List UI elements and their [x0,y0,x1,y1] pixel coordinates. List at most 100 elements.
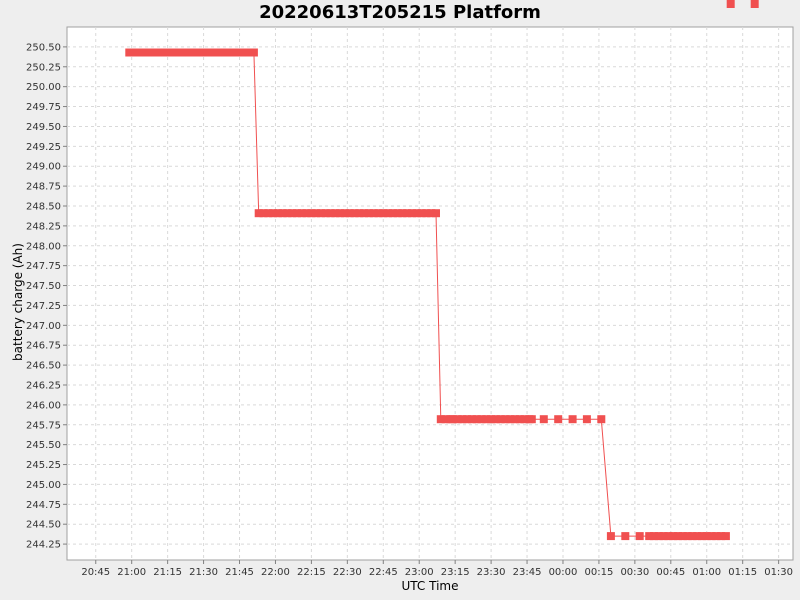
data-point [441,415,450,424]
data-point [393,209,402,218]
data-point [506,415,515,424]
data-point [458,415,467,424]
data-point [355,209,364,218]
data-point [707,532,716,541]
data-point [190,48,198,57]
data-point [750,0,759,8]
data-point [721,532,730,541]
data-point [597,415,606,424]
data-point [678,532,687,541]
data-point [621,532,630,541]
data-point [312,209,321,218]
y-tick-label: 245.25 [26,460,61,471]
data-point [273,209,282,218]
y-tick-label: 248.50 [26,201,61,212]
data-point [185,48,194,57]
data-point [384,209,393,218]
data-point [142,48,151,57]
data-point [235,48,244,57]
y-axis-label: battery charge (Ah) [11,243,25,361]
x-tick-label: 23:30 [477,567,506,578]
data-point [432,209,440,218]
data-point [307,209,316,218]
data-point [199,48,208,57]
data-point [302,209,311,218]
x-tick-label: 22:15 [297,567,326,578]
x-tick-label: 23:45 [513,567,542,578]
data-point [664,532,673,541]
x-tick-label: 01:15 [728,567,757,578]
data-point [264,209,273,218]
data-point [249,48,258,57]
series-battery-charge [125,0,759,541]
data-point [288,209,297,218]
plot-area [66,26,794,561]
x-tick-label: 00:00 [549,567,578,578]
data-point [331,209,340,218]
data-point [278,209,287,218]
data-point [698,532,706,541]
data-point [293,209,301,218]
data-point [674,532,682,541]
data-point [487,415,496,424]
data-point [321,209,330,218]
y-tick-label: 247.75 [26,261,61,272]
y-tick-label: 246.75 [26,341,61,352]
data-point [170,48,179,57]
data-point [388,209,397,218]
data-point [463,415,472,424]
data-point [240,48,249,57]
data-point [515,415,524,424]
data-point [161,48,170,57]
data-point [137,48,146,57]
data-point [211,48,220,57]
data-point [527,415,536,424]
data-point [511,415,520,424]
data-point [340,209,349,218]
data-point [717,532,726,541]
y-tick-label: 246.00 [26,400,61,411]
y-tick-label: 244.50 [26,520,61,531]
y-tick-label: 248.00 [26,241,61,252]
data-point [491,415,500,424]
y-tick-label: 247.50 [26,281,61,292]
x-tick-label: 22:00 [261,567,290,578]
x-tick-label: 01:30 [764,567,793,578]
data-point [606,532,615,541]
y-tick-label: 244.25 [26,540,61,551]
x-tick-label: 21:15 [153,567,182,578]
data-point [245,48,254,57]
data-point [448,415,457,424]
y-axis: 250.50 250.25 250.00 249.75 249.50 249.25 249.… [26,42,67,551]
x-tick-label: 00:30 [620,567,649,578]
y-tick-label: 250.25 [26,62,61,73]
x-axis: 20:45 21:00 21:15 21:30 21:45 22:00 22:15 22:30… [81,560,793,578]
data-point [269,209,278,218]
data-point [496,415,505,424]
data-point [408,209,416,218]
data-point [539,415,548,424]
data-point [520,415,529,424]
data-point [650,532,658,541]
y-tick-label: 249.00 [26,162,61,173]
data-point [417,209,426,218]
data-point [151,48,160,57]
y-tick-label: 245.00 [26,480,61,491]
data-point [127,48,136,57]
data-point [702,532,711,541]
data-point [398,209,407,218]
data-point [582,415,591,424]
y-tick-label: 246.25 [26,380,61,391]
data-point [472,415,481,424]
data-point [467,415,476,424]
data-point [254,209,263,218]
y-tick-label: 250.50 [26,42,61,53]
y-tick-label: 244.75 [26,500,61,511]
data-point [501,415,510,424]
data-point [379,209,388,218]
data-point [360,209,369,218]
data-point [216,48,225,57]
data-point [175,48,184,57]
data-point [364,209,373,218]
x-tick-label: 21:30 [189,567,218,578]
